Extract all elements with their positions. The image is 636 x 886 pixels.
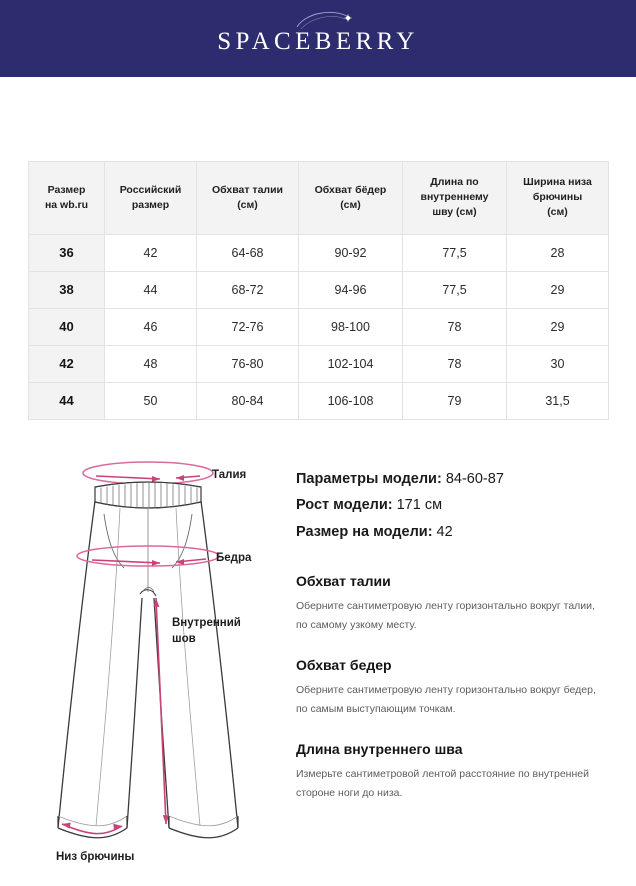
trousers-diagram: Талия bbox=[0, 446, 296, 886]
table-cell: 98-100 bbox=[298, 307, 403, 346]
brand-name: SPACEBERRY bbox=[217, 28, 419, 55]
table-row: 40 46 72-76 98-100 78 29 bbox=[28, 307, 609, 346]
diagram-label-hips: Бедра bbox=[216, 552, 252, 564]
how-to-measure-item: Обхват талии Оберните сантиметровую ленту… bbox=[296, 572, 612, 634]
how-to-measure-title: Длина внутреннего шва bbox=[296, 740, 463, 757]
table-cell: 102-104 bbox=[298, 344, 403, 383]
hem-measure-arrow bbox=[61, 822, 123, 835]
column-header-hem-width: Ширина низа брючины (см) bbox=[506, 161, 609, 235]
column-header-ru-size: Российский размер bbox=[104, 161, 197, 235]
model-info-block: Параметры модели: 84-60-87 Рост модели: 1… bbox=[296, 466, 612, 546]
size-table-body: 36 42 64-68 90-92 77,5 28 38 44 68-72 94-96 77,5 29… bbox=[28, 233, 609, 420]
waist-measure-ellipse bbox=[82, 460, 214, 485]
size-table: Размер на wb.ru Российский размер Обхват т… bbox=[28, 161, 609, 420]
table-cell: 79 bbox=[402, 381, 507, 420]
table-cell-size: 42 bbox=[28, 344, 105, 383]
column-header-waist: Обхват талии (см) bbox=[196, 161, 299, 235]
table-cell: 90-92 bbox=[298, 233, 403, 272]
table-cell: 106-108 bbox=[298, 381, 403, 420]
table-cell: 76-80 bbox=[196, 344, 299, 383]
size-table-section: Размер на wb.ru Российский размер Обхват т… bbox=[0, 77, 636, 420]
how-to-measure-description: Оберните сантиметровую ленту горизонталь… bbox=[296, 684, 596, 715]
table-cell: 50 bbox=[104, 381, 197, 420]
column-header-hips: Обхват бёдер (см) bbox=[298, 161, 403, 235]
how-to-measure-title: Обхват бедер bbox=[296, 657, 392, 674]
table-cell: 94-96 bbox=[298, 270, 403, 309]
table-row: 42 48 76-80 102-104 78 30 bbox=[28, 344, 609, 383]
table-cell: 78 bbox=[402, 344, 507, 383]
model-info-line: Размер на модели: 42 bbox=[296, 519, 612, 546]
table-cell: 28 bbox=[506, 233, 609, 272]
table-cell: 46 bbox=[104, 307, 197, 346]
model-info-value: 171 см bbox=[392, 497, 443, 514]
table-cell-size: 38 bbox=[28, 270, 105, 309]
brand-header: SPACEBERRY bbox=[0, 0, 636, 77]
table-cell: 78 bbox=[402, 307, 507, 346]
model-info-label: Параметры модели: bbox=[296, 470, 442, 487]
table-cell-size: 44 bbox=[28, 381, 105, 420]
how-to-measure-item: Длина внутреннего шва Измерьте сантиметро… bbox=[296, 740, 612, 802]
hips-measure-ellipse bbox=[76, 544, 220, 567]
table-cell: 77,5 bbox=[402, 233, 507, 272]
model-info-label: Размер на модели: bbox=[296, 524, 433, 541]
column-header-inseam: Длина по внутреннему шву (см) bbox=[402, 161, 507, 235]
table-cell: 68-72 bbox=[196, 270, 299, 309]
how-to-measure-block: Обхват талии Оберните сантиметровую ленту… bbox=[296, 572, 612, 802]
model-info-label: Рост модели: bbox=[296, 497, 393, 514]
table-cell: 29 bbox=[506, 307, 609, 346]
table-cell: 48 bbox=[104, 344, 197, 383]
trousers-diagram-svg: Талия bbox=[56, 460, 252, 863]
diagram-label-inseam-line2: шов bbox=[172, 633, 196, 645]
waistband-group bbox=[94, 481, 202, 509]
lower-section: Талия bbox=[0, 420, 636, 886]
diagram-label-hem: Низ брючины bbox=[56, 851, 134, 863]
inseam-measure-arrow bbox=[153, 597, 169, 824]
model-info-value: 84-60-87 bbox=[441, 470, 504, 487]
how-to-measure-item: Обхват бедер Оберните сантиметровую ленту… bbox=[296, 656, 612, 718]
brand-logo-wrap: SPACEBERRY bbox=[217, 12, 419, 55]
diagram-label-waist: Талия bbox=[212, 469, 246, 481]
measurement-info-panel: Параметры модели: 84-60-87 Рост модели: 1… bbox=[296, 446, 636, 886]
table-cell: 77,5 bbox=[402, 270, 507, 309]
table-cell: 64-68 bbox=[196, 233, 299, 272]
table-cell-size: 40 bbox=[28, 307, 105, 346]
table-row: 36 42 64-68 90-92 77,5 28 bbox=[28, 233, 609, 272]
how-to-measure-description: Оберните сантиметровую ленту горизонталь… bbox=[296, 600, 595, 631]
table-cell-size: 36 bbox=[28, 233, 105, 272]
table-cell: 42 bbox=[104, 233, 197, 272]
column-header-wb-size: Размер на wb.ru bbox=[28, 161, 105, 235]
table-cell: 30 bbox=[506, 344, 609, 383]
how-to-measure-description: Измерьте сантиметровой лентой расстояние… bbox=[296, 768, 589, 799]
how-to-measure-title: Обхват талии bbox=[296, 573, 391, 590]
table-row: 38 44 68-72 94-96 77,5 29 bbox=[28, 270, 609, 309]
table-cell: 31,5 bbox=[506, 381, 609, 420]
diagram-label-inseam-line1: Внутренний bbox=[172, 617, 241, 629]
table-cell: 44 bbox=[104, 270, 197, 309]
table-header-row: Размер на wb.ru Российский размер Обхват т… bbox=[28, 161, 609, 235]
model-info-line: Рост модели: 171 см bbox=[296, 492, 612, 519]
table-cell: 29 bbox=[506, 270, 609, 309]
model-info-value: 42 bbox=[432, 524, 453, 541]
model-info-line: Параметры модели: 84-60-87 bbox=[296, 466, 612, 493]
table-cell: 80-84 bbox=[196, 381, 299, 420]
table-row: 44 50 80-84 106-108 79 31,5 bbox=[28, 381, 609, 420]
table-cell: 72-76 bbox=[196, 307, 299, 346]
